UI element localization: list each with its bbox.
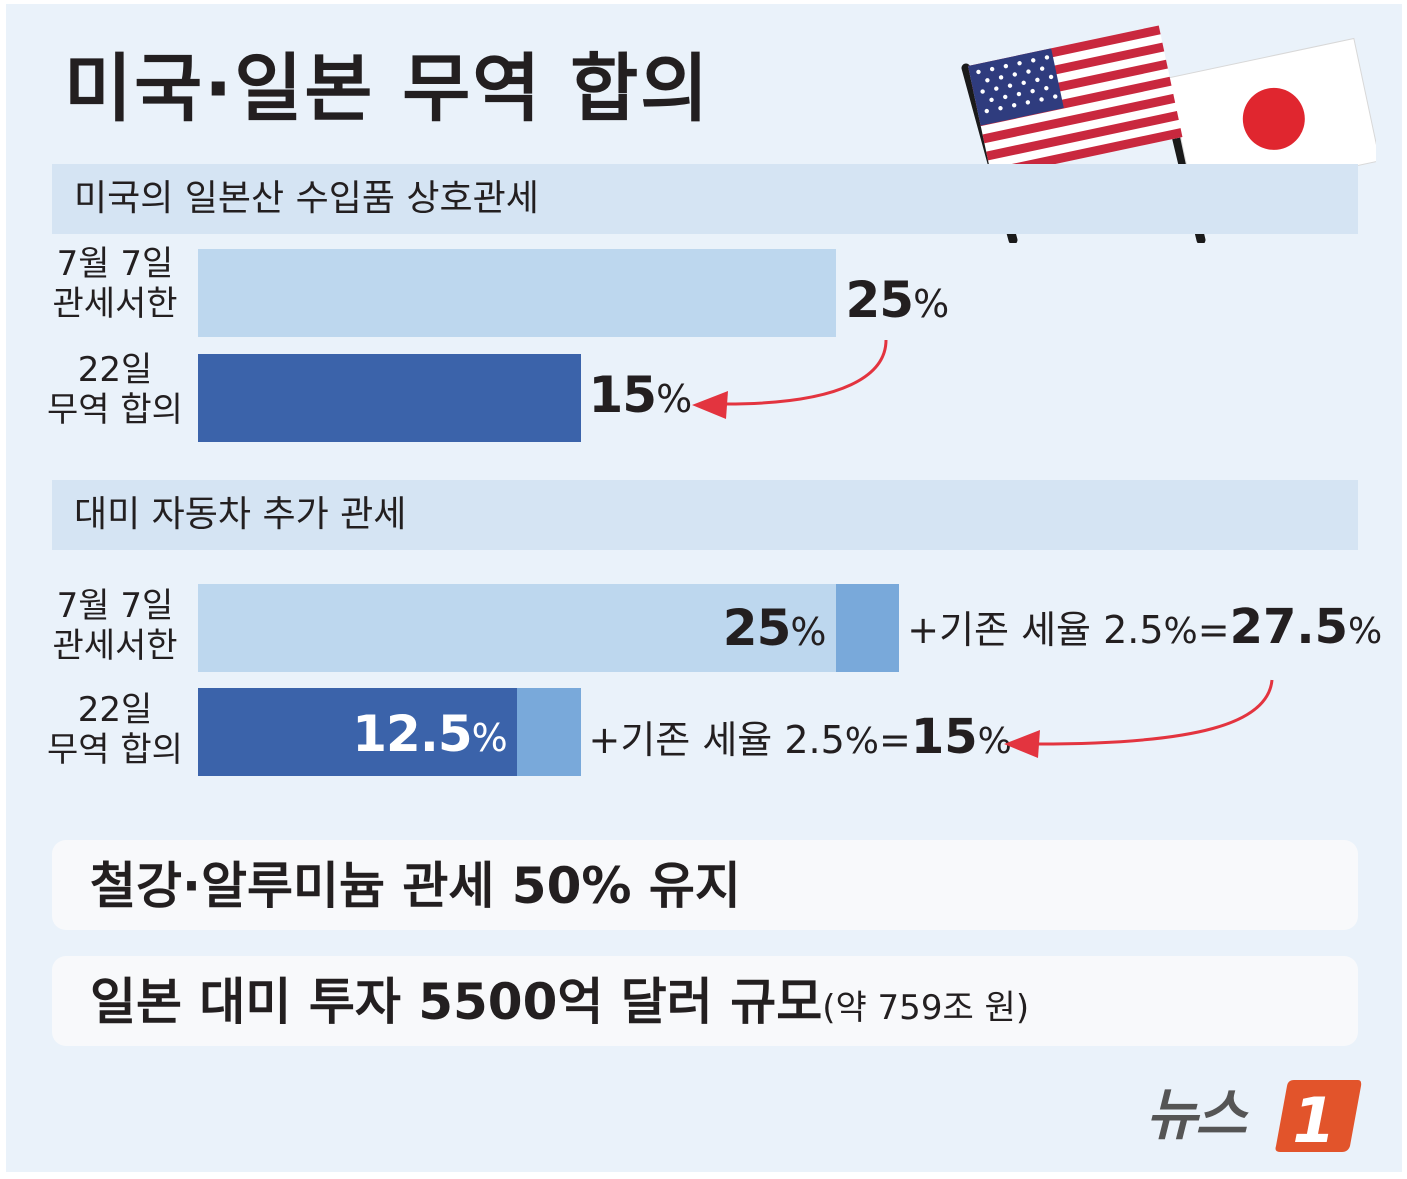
row-label-july22: 22일 무역 합의 bbox=[40, 690, 190, 770]
bar-july7-reciprocal bbox=[198, 249, 836, 337]
formula-total: 15 bbox=[910, 709, 978, 765]
row-label-line1: 22일 bbox=[77, 690, 153, 730]
bar-july22-auto-existing bbox=[516, 688, 581, 776]
row-label-july7: 7월 7일 관세서한 bbox=[40, 586, 190, 666]
formula-prefix: +기존 세율 bbox=[588, 718, 785, 762]
value-label-july22-auto: 12.5% bbox=[327, 704, 507, 768]
value-number: 12.5 bbox=[352, 705, 472, 763]
row-label-line2: 관세서한 bbox=[52, 626, 178, 666]
formula-base: 2.5 bbox=[1103, 608, 1164, 652]
japan-flag bbox=[1167, 37, 1376, 201]
us-flag bbox=[968, 25, 1183, 178]
percent-sign: % bbox=[844, 721, 879, 762]
formula-july22-auto: +기존 세율 2.5%=15% bbox=[589, 712, 1012, 767]
percent-sign: % bbox=[790, 610, 826, 654]
note-steel-text: 철강·알루미늄 관세 50% 유지 bbox=[90, 857, 741, 915]
value-label-july22-reciprocal: 15% bbox=[588, 365, 693, 429]
section-title: 대미 자동차 추가 관세 bbox=[74, 494, 407, 535]
section-title: 미국의 일본산 수입품 상호관세 bbox=[74, 178, 539, 219]
percent-sign: % bbox=[1163, 611, 1198, 652]
percent-sign: % bbox=[1348, 611, 1383, 652]
formula-equals: = bbox=[1197, 608, 1230, 652]
logo-mark-text: 1 bbox=[1292, 1084, 1335, 1156]
news1-logo: 뉴스 1 bbox=[1146, 1074, 1362, 1159]
row-label-line2: 관세서한 bbox=[52, 284, 178, 324]
formula-base: 2.5 bbox=[784, 718, 845, 762]
value-label-july7-auto: 25% bbox=[646, 598, 827, 662]
value-number: 25 bbox=[845, 271, 915, 329]
row-label-line1: 7월 7일 bbox=[56, 244, 174, 284]
percent-sign: % bbox=[656, 377, 692, 421]
formula-july7-auto: +기존 세율 2.5%=27.5% bbox=[907, 602, 1382, 657]
row-label-line2: 무역 합의 bbox=[47, 730, 183, 770]
value-label-july7-reciprocal: 25% bbox=[845, 270, 950, 334]
row-label-line1: 22일 bbox=[77, 350, 153, 390]
row-label-line2: 무역 합의 bbox=[47, 390, 183, 430]
investment-sub: (약 759조 원) bbox=[822, 988, 1030, 1028]
note-card-investment: 일본 대미 투자 5500억 달러 규모(약 759조 원) bbox=[52, 956, 1358, 1046]
reduction-arrow-1 bbox=[692, 339, 888, 419]
formula-equals: = bbox=[879, 718, 911, 762]
bar-july7-auto-existing bbox=[835, 584, 900, 672]
page-title: 미국·일본 무역 합의 bbox=[64, 46, 711, 132]
logo-mark-icon: 1 bbox=[1275, 1080, 1362, 1156]
value-number: 15 bbox=[588, 366, 658, 424]
percent-sign: % bbox=[471, 716, 508, 760]
formula-total: 27.5 bbox=[1229, 599, 1349, 655]
row-label-july7: 7월 7일 관세서한 bbox=[40, 244, 190, 324]
logo-text: 뉴스 bbox=[1146, 1083, 1247, 1148]
note-card-steel: 철강·알루미늄 관세 50% 유지 bbox=[52, 840, 1358, 930]
formula-prefix: +기존 세율 bbox=[907, 608, 1104, 652]
value-number: 25 bbox=[722, 599, 792, 657]
bar-july22-auto-additional bbox=[198, 688, 517, 776]
bar-july7-auto-additional bbox=[198, 584, 836, 672]
section-header-reciprocal-tariff: 미국의 일본산 수입품 상호관세 bbox=[52, 164, 1358, 234]
percent-sign: % bbox=[977, 721, 1012, 762]
section-header-auto-tariff: 대미 자동차 추가 관세 bbox=[52, 480, 1358, 550]
infographic-canvas: 미국·일본 무역 합의 미 bbox=[6, 4, 1402, 1172]
investment-main: 일본 대미 투자 5500억 달러 규모 bbox=[90, 973, 823, 1031]
us-japan-flags-illustration bbox=[961, 25, 1376, 243]
reduction-arrow-2 bbox=[1004, 679, 1274, 758]
bar-july22-reciprocal bbox=[198, 354, 581, 442]
percent-sign: % bbox=[913, 282, 949, 326]
note-investment-text: 일본 대미 투자 5500억 달러 규모(약 759조 원) bbox=[90, 972, 1029, 1038]
row-label-line1: 7월 7일 bbox=[56, 586, 174, 626]
row-label-july22: 22일 무역 합의 bbox=[40, 350, 190, 430]
